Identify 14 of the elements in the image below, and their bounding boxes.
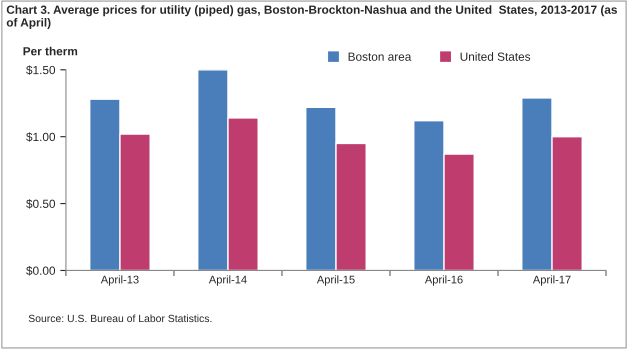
x-tick-label: April-16 bbox=[424, 275, 463, 286]
x-tick-label: April-14 bbox=[208, 275, 247, 286]
x-tick-label: April-17 bbox=[532, 275, 571, 286]
y-tick-label: $1.00 bbox=[26, 132, 56, 142]
x-tick-label: April-13 bbox=[100, 275, 139, 286]
source-note: Source: U.S. Bureau of Labor Statistics. bbox=[28, 314, 212, 322]
y-tick-label: $0.00 bbox=[26, 266, 56, 276]
y-axis-title: Per therm bbox=[24, 46, 78, 56]
chart-title: Chart 3. Average prices for utility (piped) gas, Boston-Brockton-Nashua and the United States, 2013-2017 (as of April) bbox=[6, 5, 617, 30]
x-tick-label: April-15 bbox=[316, 275, 355, 286]
legend-label: Boston area bbox=[348, 52, 412, 61]
y-tick-label: $0.50 bbox=[26, 199, 56, 209]
legend-label: United States bbox=[460, 52, 530, 61]
y-tick-label: $1.50 bbox=[26, 65, 56, 75]
